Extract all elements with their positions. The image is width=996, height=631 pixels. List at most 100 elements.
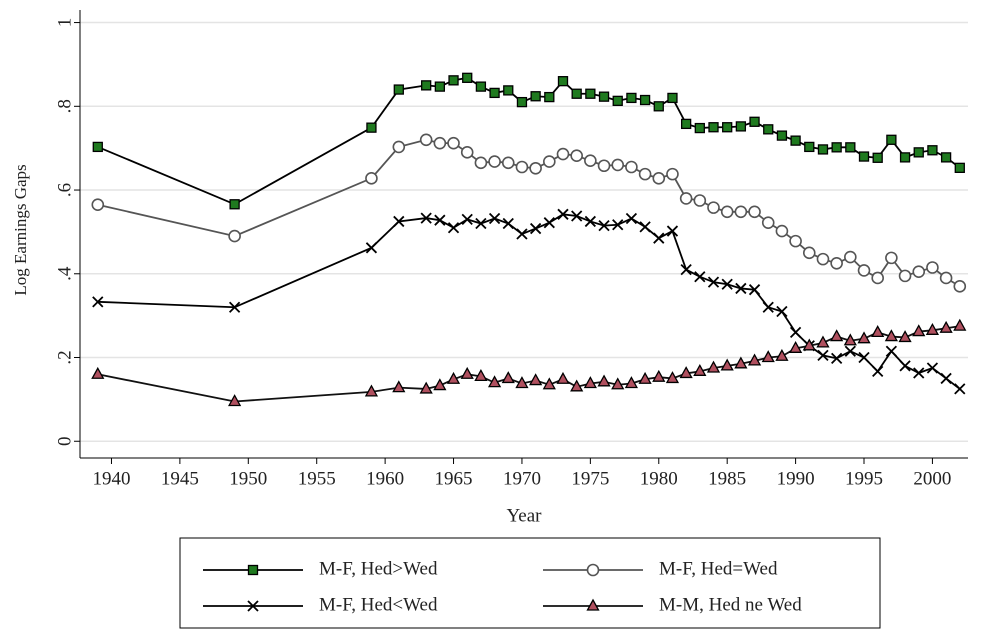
marker bbox=[516, 228, 528, 240]
marker bbox=[571, 88, 582, 99]
marker bbox=[475, 81, 487, 92]
marker bbox=[831, 142, 842, 153]
marker bbox=[626, 92, 637, 104]
marker bbox=[557, 76, 569, 87]
marker bbox=[529, 373, 543, 386]
marker bbox=[447, 222, 460, 234]
marker bbox=[679, 366, 693, 379]
marker bbox=[680, 263, 692, 276]
marker bbox=[366, 122, 377, 133]
marker bbox=[624, 376, 639, 389]
y-tick-label: 1 bbox=[54, 18, 75, 28]
marker bbox=[556, 371, 570, 384]
marker bbox=[612, 219, 624, 231]
x-tick-label: 1980 bbox=[640, 468, 678, 489]
marker bbox=[694, 122, 705, 134]
marker bbox=[584, 154, 597, 168]
marker bbox=[762, 301, 774, 313]
x-tick-label: 1965 bbox=[435, 468, 473, 489]
marker bbox=[433, 136, 447, 150]
marker bbox=[653, 232, 665, 244]
marker bbox=[707, 276, 720, 288]
x-tick-label: 1940 bbox=[92, 468, 130, 489]
series-line bbox=[97, 213, 961, 390]
marker bbox=[667, 92, 678, 104]
marker bbox=[392, 380, 406, 393]
marker bbox=[228, 301, 241, 313]
marker bbox=[886, 134, 897, 145]
marker bbox=[871, 325, 885, 338]
marker bbox=[816, 335, 830, 348]
marker bbox=[693, 363, 707, 376]
marker bbox=[393, 84, 404, 95]
x-axis-label: Year bbox=[506, 505, 542, 526]
marker bbox=[460, 366, 474, 379]
marker bbox=[393, 215, 405, 228]
marker bbox=[913, 147, 924, 158]
marker bbox=[488, 212, 501, 225]
marker bbox=[680, 118, 692, 130]
marker bbox=[926, 362, 939, 374]
marker bbox=[953, 280, 967, 293]
marker bbox=[940, 152, 952, 163]
marker bbox=[474, 369, 488, 382]
marker bbox=[789, 326, 802, 339]
marker bbox=[763, 124, 774, 135]
x-tick-label: 1975 bbox=[571, 468, 609, 489]
marker bbox=[939, 271, 953, 285]
marker bbox=[91, 366, 105, 379]
marker bbox=[666, 167, 679, 181]
marker bbox=[487, 375, 502, 388]
marker bbox=[586, 598, 600, 611]
marker bbox=[446, 371, 461, 384]
marker bbox=[583, 376, 597, 389]
marker bbox=[228, 229, 241, 243]
y-tick-label: .6 bbox=[54, 183, 75, 197]
marker bbox=[516, 96, 528, 108]
marker bbox=[776, 130, 788, 141]
marker bbox=[817, 349, 829, 362]
x-tick-label: 1970 bbox=[503, 468, 541, 489]
marker bbox=[761, 350, 775, 363]
y-tick-label: .4 bbox=[54, 266, 75, 281]
marker bbox=[706, 360, 721, 373]
marker bbox=[954, 162, 965, 173]
marker bbox=[639, 94, 651, 106]
marker bbox=[843, 333, 857, 346]
marker bbox=[884, 329, 898, 342]
legend-label: M-F, Hed=Wed bbox=[659, 558, 778, 579]
marker bbox=[585, 88, 596, 99]
marker bbox=[925, 322, 940, 335]
marker bbox=[92, 296, 104, 308]
marker bbox=[775, 224, 789, 238]
marker bbox=[433, 378, 447, 391]
y-tick-label: 0 bbox=[54, 437, 75, 447]
marker bbox=[721, 278, 733, 290]
marker bbox=[611, 158, 625, 172]
marker bbox=[625, 212, 638, 225]
marker bbox=[830, 329, 844, 342]
marker bbox=[639, 221, 651, 233]
marker bbox=[364, 384, 379, 397]
marker bbox=[229, 199, 240, 210]
x-tick-label: 1960 bbox=[366, 468, 404, 489]
marker bbox=[597, 374, 611, 387]
marker bbox=[720, 358, 734, 371]
series-line bbox=[97, 76, 961, 206]
marker bbox=[447, 136, 460, 150]
marker bbox=[898, 330, 912, 343]
marker bbox=[735, 121, 747, 132]
marker bbox=[694, 271, 706, 283]
marker bbox=[912, 265, 926, 278]
marker bbox=[597, 159, 611, 173]
marker bbox=[748, 205, 761, 219]
marker bbox=[748, 284, 761, 296]
marker bbox=[872, 152, 883, 163]
marker bbox=[462, 72, 473, 83]
marker bbox=[802, 246, 816, 260]
series-line bbox=[97, 325, 960, 403]
marker bbox=[392, 140, 406, 154]
marker bbox=[488, 155, 501, 168]
legend-label: M-M, Hed ne Wed bbox=[659, 594, 802, 615]
